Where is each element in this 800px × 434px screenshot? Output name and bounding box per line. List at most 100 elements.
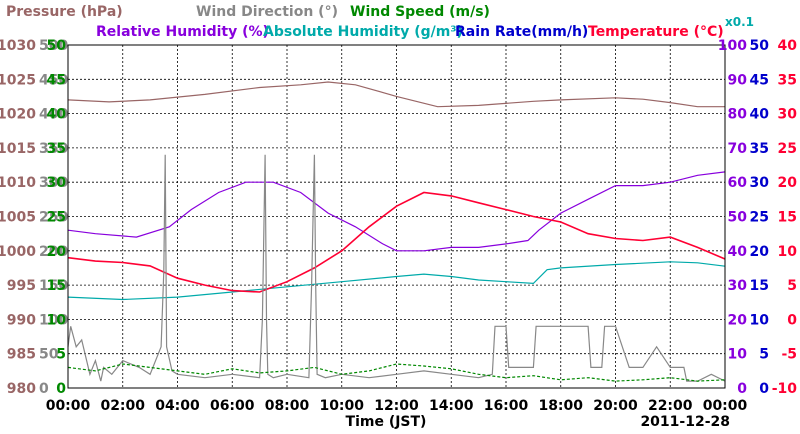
tick-label-rain: 20 (750, 244, 770, 260)
tick-label-rain: 50 (750, 38, 770, 54)
title-rain-rate: Rain Rate(mm/h) (455, 24, 588, 40)
tick-label-rain: 10 (750, 312, 770, 328)
tick-label-pressure: 980 (7, 381, 36, 397)
tick-label-rh: 0 (737, 381, 747, 397)
tick-label-pressure: 1030 (0, 38, 36, 54)
tick-label-wind-dir: 150 (39, 278, 68, 294)
tick-label-rh: 30 (728, 278, 748, 294)
tick-label-temp: 15 (778, 210, 797, 226)
tick-label-rain: 40 (750, 107, 770, 123)
tick-label-wind-speed: 30 (47, 175, 67, 191)
scale-note: x0.1 (725, 15, 754, 29)
x-tick-label: 14:00 (429, 398, 474, 414)
tick-label-rh: 40 (728, 244, 748, 260)
tick-label-rh: 100 (718, 38, 747, 54)
x-tick-label: 02:00 (100, 398, 145, 414)
x-axis-label: Time (JST) (346, 414, 427, 430)
title-temperature: Temperature (°C) (588, 24, 724, 40)
title-pressure: Pressure (hPa) (6, 4, 123, 20)
series-line-absolute-humidity-g-m (67, 261, 726, 301)
tick-label-wind-dir: 100 (39, 312, 68, 328)
x-tick-label: 06:00 (210, 398, 255, 414)
tick-label-wind-dir: 500 (39, 38, 68, 54)
tick-label-rain: 5 (759, 347, 769, 363)
tick-label-rh: 20 (728, 312, 748, 328)
tick-label-pressure: 1025 (0, 72, 36, 88)
tick-label-pressure: 990 (7, 312, 36, 328)
series-line-temperature-c (67, 191, 726, 293)
tick-label-temp: -5 (781, 347, 797, 363)
tick-label-wind-speed: 0 (56, 381, 66, 397)
title-wind-direction: Wind Direction (°) (196, 4, 338, 20)
x-tick-label: 16:00 (484, 398, 529, 414)
tick-label-rh: 10 (728, 347, 748, 363)
series-line-relative-humidity (67, 171, 726, 252)
tick-label-wind-speed: 35 (47, 141, 66, 157)
tick-label-pressure: 1020 (0, 107, 36, 123)
tick-label-wind-dir: 350 (39, 141, 68, 157)
tick-label-rain: 35 (750, 141, 769, 157)
series-line-pressure-hpa (67, 81, 725, 108)
title-relative-humidity: Relative Humidity (%) (96, 24, 269, 40)
tick-label-wind-dir: 450 (39, 72, 68, 88)
tick-label-temp: 40 (778, 38, 798, 54)
tick-label-rain: 15 (750, 278, 769, 294)
tick-label-temp: 30 (778, 107, 798, 123)
x-tick-label: 10:00 (319, 398, 364, 414)
x-tick-label: 20:00 (593, 398, 638, 414)
tick-label-wind-dir: 300 (39, 175, 68, 191)
tick-label-wind-dir: 200 (39, 244, 68, 260)
tick-label-rain: 0 (759, 381, 769, 397)
tick-label-temp: 5 (787, 278, 797, 294)
tick-label-wind-speed: 40 (47, 107, 67, 123)
tick-label-rain: 45 (750, 72, 769, 88)
x-tick-label: 00:00 (703, 398, 748, 414)
tick-label-rh: 50 (728, 210, 748, 226)
tick-label-rain: 25 (750, 210, 769, 226)
tick-label-pressure: 1015 (0, 141, 36, 157)
tick-label-rh: 70 (728, 141, 748, 157)
x-tick-label: 08:00 (265, 398, 310, 414)
tick-label-wind-dir: 0 (39, 381, 49, 397)
tick-label-temp: 25 (778, 141, 797, 157)
title-absolute-humidity: Absolute Humidity (g/m³) (263, 24, 463, 40)
series-line-wind-direction (67, 154, 726, 382)
tick-label-pressure: 985 (7, 347, 36, 363)
tick-label-pressure: 1005 (0, 210, 36, 226)
plot-frame (67, 44, 726, 389)
tick-label-wind-dir: 50 (39, 347, 59, 363)
tick-label-pressure: 1010 (0, 175, 36, 191)
tick-label-temp: -10 (772, 381, 798, 397)
tick-label-rh: 60 (728, 175, 748, 191)
tick-label-wind-dir: 250 (39, 210, 68, 226)
tick-label-rain: 30 (750, 175, 770, 191)
tick-labels: 1030102510201015101010051000995990985980… (0, 38, 797, 414)
tick-label-temp: 20 (778, 175, 798, 191)
tick-label-temp: 0 (787, 312, 797, 328)
x-tick-label: 18:00 (538, 398, 583, 414)
tick-label-wind-speed: 50 (47, 38, 67, 54)
x-tick-label: 22:00 (648, 398, 693, 414)
tick-label-wind-speed: 20 (47, 244, 67, 260)
tick-label-temp: 10 (778, 244, 798, 260)
x-tick-label: 04:00 (155, 398, 200, 414)
series-line-wind-speed-m-s (67, 363, 726, 382)
tick-label-wind-speed: 5 (56, 347, 66, 363)
tick-label-temp: 35 (778, 72, 797, 88)
x-tick-label: 12:00 (374, 398, 419, 414)
tick-label-pressure: 1000 (0, 244, 36, 260)
date-label: 2011-12-28 (640, 414, 730, 430)
tick-label-rh: 80 (728, 107, 748, 123)
tick-label-wind-speed: 10 (47, 312, 67, 328)
x-tick-label: 00:00 (46, 398, 91, 414)
tick-label-wind-speed: 15 (47, 278, 66, 294)
tick-label-rh: 90 (728, 72, 748, 88)
title-wind-speed: Wind Speed (m/s) (350, 4, 490, 20)
tick-label-pressure: 995 (7, 278, 36, 294)
tick-label-wind-speed: 45 (47, 72, 66, 88)
series-layer (67, 81, 726, 382)
tick-label-wind-speed: 25 (47, 210, 66, 226)
tick-label-wind-dir: 400 (39, 107, 68, 123)
